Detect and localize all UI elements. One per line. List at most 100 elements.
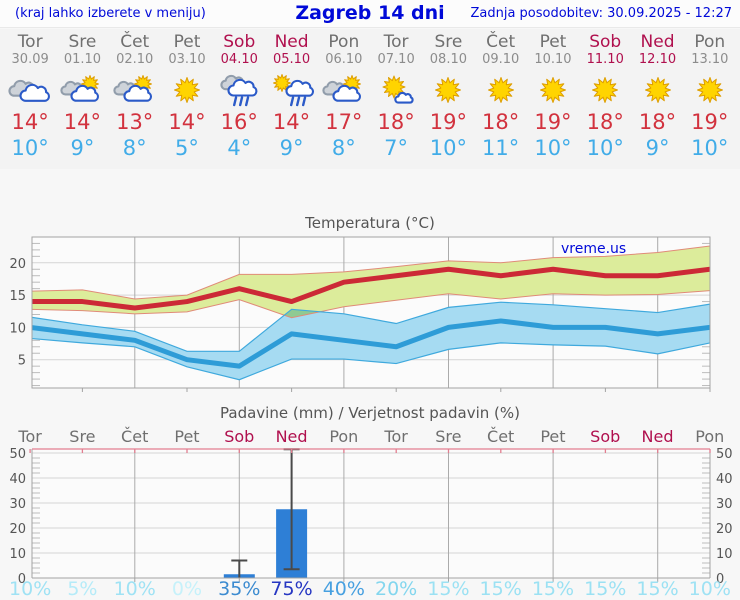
precip-probability-value: 15%	[427, 578, 470, 600]
min-temp-value: 9°	[70, 135, 95, 160]
temp-ytick-label: 20	[9, 257, 26, 272]
max-temp-value: 18°	[638, 110, 677, 135]
day-date-label: 11.10	[586, 51, 624, 67]
min-temp-value: 7°	[384, 135, 409, 160]
day-column: Pon 06.10 17° 8°	[318, 29, 370, 169]
day-name-label: Sob	[589, 32, 622, 52]
precip-ytick-label-right: 30	[716, 497, 733, 512]
rain-streak	[301, 96, 306, 107]
day-name-label: Sob	[223, 32, 256, 52]
precipitation-chart-title: Padavine (mm) / Verjetnost padavin (%)	[220, 404, 520, 422]
precip-day-label: Ned	[641, 427, 674, 446]
precip-day-labels-row: Tor Sre Čet Pet Sob Ned Pon Tor Sre Čet Pet Sob Ned P…	[0, 427, 740, 446]
max-temp-value: 16°	[220, 110, 258, 135]
max-temp-value: 19°	[534, 110, 572, 135]
day-name-label: Čet	[120, 32, 150, 52]
sun-shape	[382, 75, 406, 99]
partly-cloudy-icon	[322, 75, 361, 103]
precip-day-label: Sob	[224, 427, 255, 446]
day-column: Pon 13.10 19° 10°	[684, 29, 736, 169]
day-date-label: 05.10	[272, 51, 311, 67]
sunny-icon	[696, 77, 723, 104]
day-column: Sob 04.10 16° 4°	[213, 29, 265, 169]
sunny-icon	[644, 77, 671, 104]
day-date-label: 03.10	[168, 51, 206, 67]
precip-ytick-label-left: 20	[9, 522, 26, 537]
precip-probability-value: 40%	[322, 578, 365, 600]
min-temp-value: 10°	[586, 135, 624, 160]
precip-day-label: Pet	[540, 427, 566, 446]
day-column: Čet 02.10 13° 8°	[109, 29, 161, 169]
max-temp-value: 19°	[429, 110, 467, 135]
partly-cloudy-icon	[60, 75, 100, 103]
day-column: Tor 30.09 14° 10°	[4, 29, 56, 169]
white-cloud-shape	[285, 80, 314, 98]
day-column: Čet 09.10 18° 11°	[475, 29, 527, 169]
day-date-label: 12.10	[638, 51, 677, 67]
day-column: Ned 05.10 14° 9°	[265, 29, 317, 169]
partly-cloudy-icon	[113, 75, 152, 103]
precip-day-label: Tor	[18, 427, 42, 446]
white-cloud-shape	[332, 85, 361, 103]
max-temp-value: 17°	[325, 110, 363, 135]
sun-shape	[696, 77, 723, 104]
rain-streak	[295, 96, 300, 107]
page-title: Zagreb 14 dni	[295, 2, 445, 24]
precip-day-label: Čet	[487, 427, 515, 446]
min-temp-value: 8°	[122, 135, 147, 160]
max-temp-value: 18°	[586, 110, 624, 135]
day-name-label: Pon	[694, 32, 726, 52]
white-cloud-shape	[70, 85, 100, 103]
day-name-label: Ned	[274, 32, 309, 52]
min-temp-value: 9°	[645, 135, 670, 160]
precip-day-label: Sre	[69, 427, 96, 446]
rain-icon	[220, 75, 258, 107]
day-name-label: Sre	[68, 32, 97, 52]
temperature-chart: 5 10 15 20	[9, 236, 711, 392]
last-update-label: Zadnja posodobitev: 30.09.2025 - 12:27	[470, 6, 732, 21]
precip-probability-value: 75%	[270, 578, 313, 600]
white-cloud-shape	[123, 85, 152, 103]
precip-plot-area	[32, 449, 710, 578]
min-temp-value: 4°	[227, 135, 252, 160]
location-menu-hint: (kraj lahko izberete v meniju)	[15, 6, 206, 21]
max-temp-line	[32, 266, 710, 311]
precipitation-chart: 0 0 10 10 20 20 30 30 40 40 50 50	[9, 447, 733, 587]
day-column: Pet 10.10 19° 10°	[527, 29, 579, 169]
white-cloud-shape	[394, 92, 414, 105]
min-temp-band-outline	[32, 301, 710, 381]
precip-probability-value: 15%	[531, 578, 575, 600]
day-name-label: Tor	[383, 32, 409, 52]
precip-ytick-label-left: 10	[9, 547, 26, 562]
precip-ytick-label-left: 50	[9, 447, 26, 462]
precip-day-label: Pet	[174, 427, 200, 446]
watermark-link[interactable]: vreme.us	[561, 241, 627, 257]
max-temp-value: 14°	[168, 110, 206, 135]
sun-shape	[644, 77, 671, 104]
precip-day-label: Čet	[121, 427, 149, 446]
min-temp-value: 11°	[482, 135, 520, 160]
sun-shape	[173, 77, 200, 104]
sun-shape	[539, 77, 566, 104]
precip-day-label: Sre	[435, 427, 462, 446]
rain-streak	[245, 96, 250, 107]
max-temp-value: 18°	[482, 110, 520, 135]
sunny-icon	[487, 77, 514, 104]
precip-probability-value: 15%	[636, 578, 679, 600]
temp-ytick-label: 10	[9, 321, 26, 336]
rain-streak	[239, 96, 244, 107]
day-date-label: 02.10	[116, 51, 154, 67]
day-column: Tor 07.10 18° 7°	[370, 29, 422, 169]
header-bar: (kraj lahko izberete v meniju) Zagreb 14…	[0, 0, 740, 28]
min-temp-value: 5°	[175, 135, 199, 160]
day-column: Sre 01.10 14° 9°	[56, 29, 108, 169]
rain-streak	[233, 96, 238, 107]
precip-probability-row: 10% 5% 10% 0% 35% 75% 40% 20% 15% 15% 15% 15% 15% 10%	[0, 578, 740, 600]
precip-ytick-label-right: 40	[716, 472, 733, 487]
sun-small-cloud-icon	[382, 75, 414, 105]
precip-day-label: Sob	[590, 427, 621, 446]
sun-shape	[435, 77, 462, 104]
min-temp-value: 10°	[534, 135, 572, 160]
precip-day-label: Pon	[695, 427, 725, 446]
max-temp-value: 14°	[11, 110, 49, 135]
